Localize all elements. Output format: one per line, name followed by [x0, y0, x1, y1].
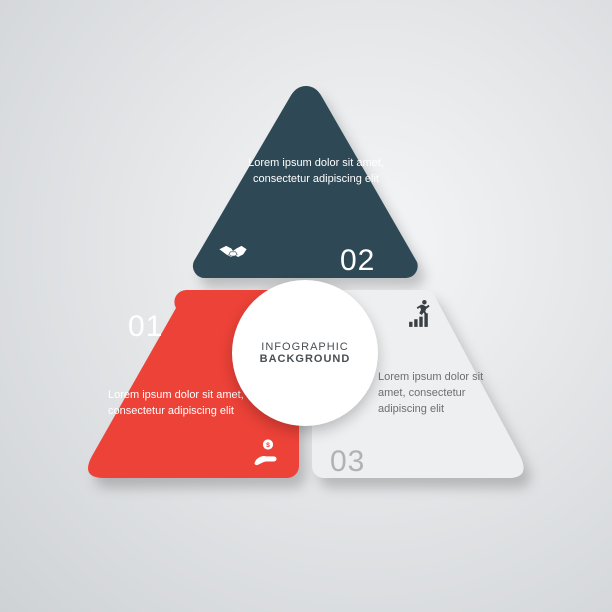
center-circle: INFOGRAPHIC BACKGROUND — [232, 280, 378, 426]
segment-02 — [193, 86, 418, 278]
center-title-line2: BACKGROUND — [260, 353, 351, 365]
center-title-line1: INFOGRAPHIC — [261, 341, 348, 353]
infographic-stage: Lorem ipsum dolor sit amet, consectetur … — [0, 0, 612, 612]
